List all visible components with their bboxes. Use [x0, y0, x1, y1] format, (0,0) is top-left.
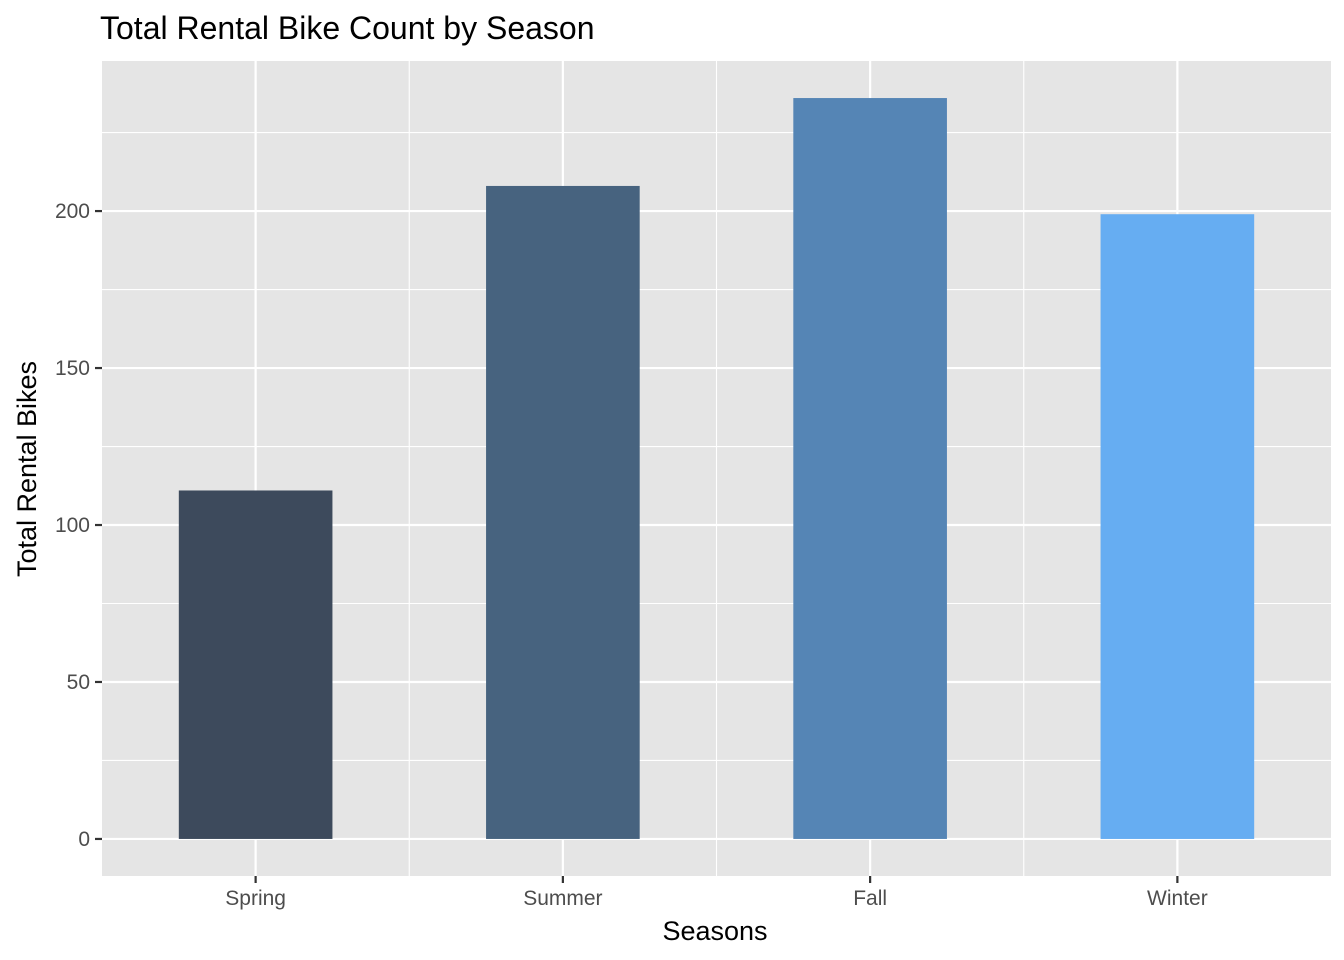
x-tick-label: Spring [225, 887, 286, 910]
bar-spring [178, 490, 333, 839]
bar-winter [1100, 214, 1255, 839]
bar-summer [486, 185, 640, 839]
x-axis: Spring Summer Fall Winter [225, 876, 1208, 910]
y-axis-title: Total Rental Bikes [12, 361, 42, 577]
y-tick-label: 200 [55, 200, 90, 223]
x-tick-label: Winter [1147, 887, 1208, 910]
y-tick-label: 150 [55, 357, 90, 380]
x-tick-label: Summer [523, 887, 602, 910]
y-axis: 0 50 100 150 200 [55, 200, 102, 851]
y-tick-label: 100 [55, 514, 90, 537]
x-axis-title: Seasons [662, 916, 767, 946]
chart-title: Total Rental Bike Count by Season [100, 10, 595, 46]
bars [178, 98, 1255, 839]
y-tick-label: 0 [78, 828, 90, 851]
x-tick-label: Fall [853, 887, 887, 910]
bar-fall [793, 98, 947, 839]
y-tick-label: 50 [67, 671, 90, 694]
